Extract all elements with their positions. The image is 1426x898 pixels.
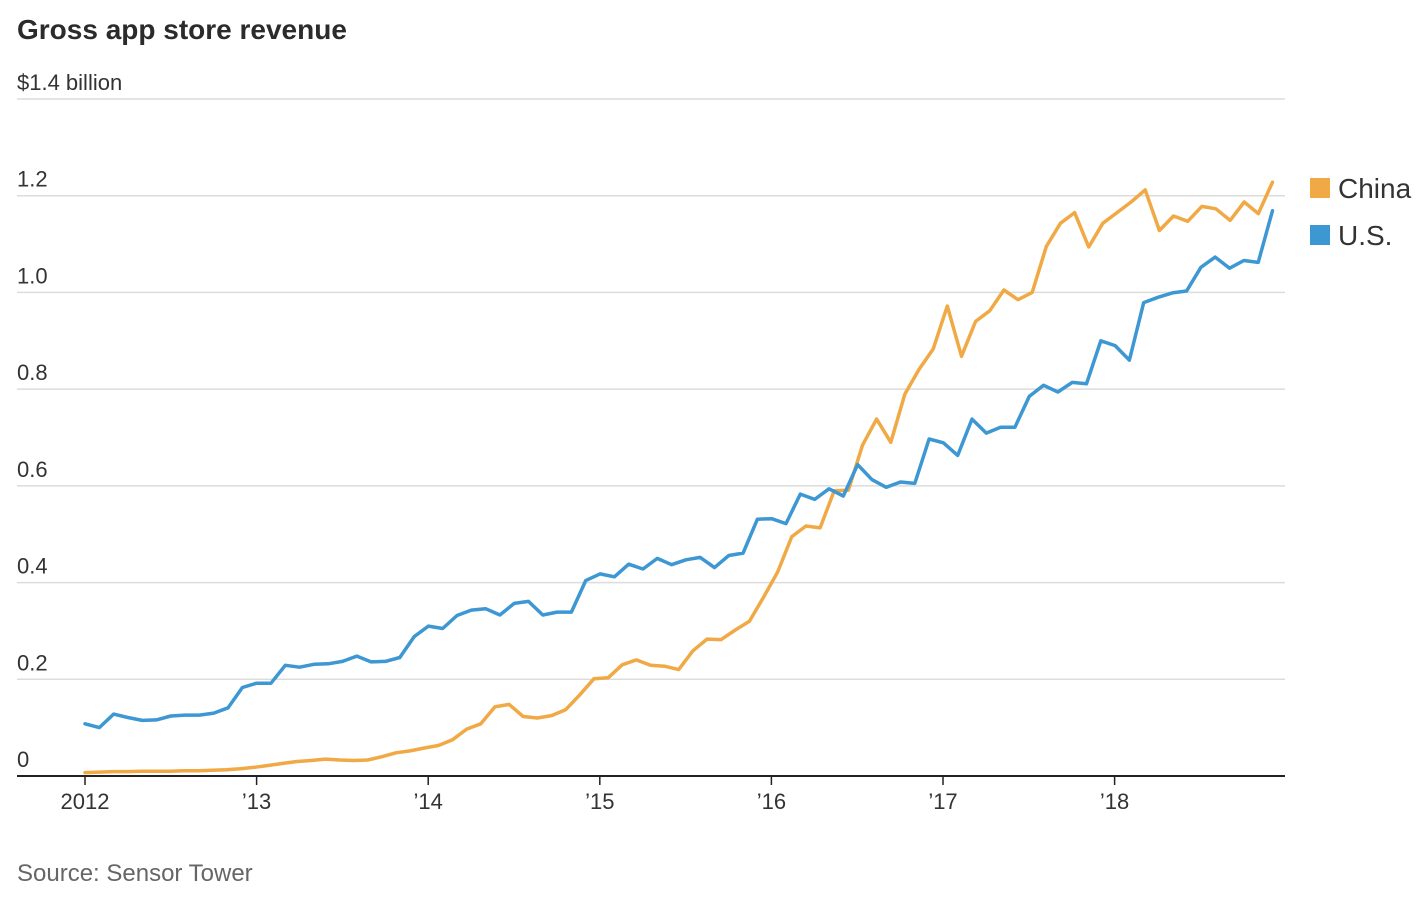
series-line-china — [83, 180, 1275, 775]
y-tick-label: 0.8 — [17, 360, 48, 385]
chart-title: Gross app store revenue — [17, 14, 347, 45]
x-tick-label: ’17 — [928, 789, 957, 814]
y-tick-label: 1.0 — [17, 263, 48, 288]
y-tick-label: 0.4 — [17, 554, 48, 579]
legend: China U.S. — [1310, 173, 1412, 251]
x-tick-label: ’16 — [757, 789, 786, 814]
x-tick-label: 2012 — [61, 789, 110, 814]
x-tick-label: ’18 — [1100, 789, 1129, 814]
y-tick-label: 0 — [17, 747, 29, 772]
y-axis-tick-labels: 0 0.2 0.4 0.6 0.8 1.0 1.2 $1.4 billion — [17, 70, 122, 772]
y-tick-label: 1.2 — [17, 167, 48, 192]
x-tick-label: ’13 — [242, 789, 271, 814]
x-tick-label: ’14 — [414, 789, 443, 814]
source-note: Source: Sensor Tower — [17, 860, 253, 887]
y-tick-label: 0.2 — [17, 650, 48, 675]
series-lines — [83, 180, 1275, 775]
gridlines — [17, 98, 1285, 681]
legend-swatch-u-s — [1310, 225, 1330, 245]
series-line-u-s — [83, 208, 1275, 730]
legend-label-u-s: U.S. — [1338, 220, 1392, 251]
y-tick-label: 0.6 — [17, 457, 48, 482]
x-axis: 2012 ’13 ’14 ’15 ’16 ’17 ’18 — [17, 775, 1285, 814]
legend-label-china: China — [1338, 173, 1412, 204]
y-tick-label: $1.4 billion — [17, 70, 122, 95]
legend-swatch-china — [1310, 178, 1330, 198]
x-tick-label: ’15 — [585, 789, 614, 814]
